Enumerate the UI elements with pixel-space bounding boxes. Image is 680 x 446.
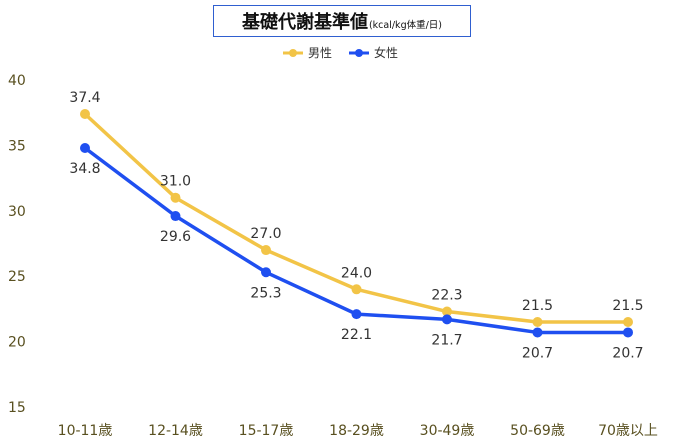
data-label: 21.5 <box>612 298 643 314</box>
data-label: 24.0 <box>341 265 372 281</box>
data-label: 21.5 <box>522 298 553 314</box>
chart-title-box: 基礎代謝基準値 (kcal/kg体重/日) <box>213 5 471 37</box>
data-label: 27.0 <box>250 226 281 242</box>
chart-title: 基礎代謝基準値 <box>241 12 368 33</box>
x-tick-label: 10-11歳 <box>58 423 113 439</box>
y-tick-label: 15 <box>8 400 26 416</box>
x-tick-label: 15-17歳 <box>239 423 294 439</box>
data-label: 22.3 <box>431 288 462 304</box>
data-point <box>80 143 90 154</box>
data-label: 31.0 <box>160 174 191 190</box>
data-label: 25.3 <box>250 285 281 301</box>
data-labels: 37.4 31.0 27.0 24.0 22.3 21.5 21.5 34.8 29.6 25.3… <box>69 90 643 361</box>
x-tick-label: 18-29歳 <box>329 423 384 439</box>
data-point <box>351 309 362 320</box>
data-label: 20.7 <box>612 345 643 361</box>
x-tick-label: 30-49歳 <box>420 423 475 439</box>
legend: 男性 女性 <box>0 44 680 61</box>
legend-marker-female-icon <box>349 48 369 57</box>
data-point <box>170 192 181 203</box>
data-point <box>261 245 271 256</box>
y-tick-label: 35 <box>8 138 26 154</box>
data-point <box>532 327 543 338</box>
data-point <box>623 316 633 327</box>
y-tick-label: 25 <box>8 269 26 285</box>
data-label: 20.7 <box>522 345 553 361</box>
legend-item-female: 女性 <box>348 44 398 61</box>
y-tick-label: 20 <box>8 335 26 351</box>
legend-label-male: 男性 <box>307 46 332 60</box>
x-axis: 10-11歳 12-14歳 15-17歳 18-29歳 30-49歳 50-69歳 70歳以… <box>58 423 658 439</box>
data-point <box>532 316 543 327</box>
series-points <box>80 109 633 338</box>
y-tick-label: 40 <box>8 73 26 89</box>
x-tick-label: 12-14歳 <box>148 423 203 439</box>
chart-title-unit: (kcal/kg体重/日) <box>368 19 443 31</box>
data-point <box>170 211 181 222</box>
data-point <box>261 267 271 278</box>
legend-marker-male-icon <box>282 48 303 57</box>
data-point <box>442 306 452 317</box>
x-tick-label: 70歳以上 <box>598 423 658 439</box>
data-point <box>351 284 362 295</box>
data-point <box>442 314 452 325</box>
data-point <box>80 109 90 120</box>
data-label: 22.1 <box>341 327 372 343</box>
data-label: 29.6 <box>160 229 191 245</box>
data-label: 34.8 <box>69 161 100 177</box>
data-label: 37.4 <box>69 90 100 106</box>
x-tick-label: 50-69歳 <box>510 423 565 439</box>
legend-label-female: 女性 <box>374 46 399 60</box>
y-tick-label: 30 <box>8 204 26 220</box>
data-label: 21.7 <box>431 332 462 348</box>
y-axis: 15 20 25 30 35 40 <box>8 73 26 416</box>
data-point <box>623 327 633 338</box>
legend-item-male: 男性 <box>282 44 332 61</box>
